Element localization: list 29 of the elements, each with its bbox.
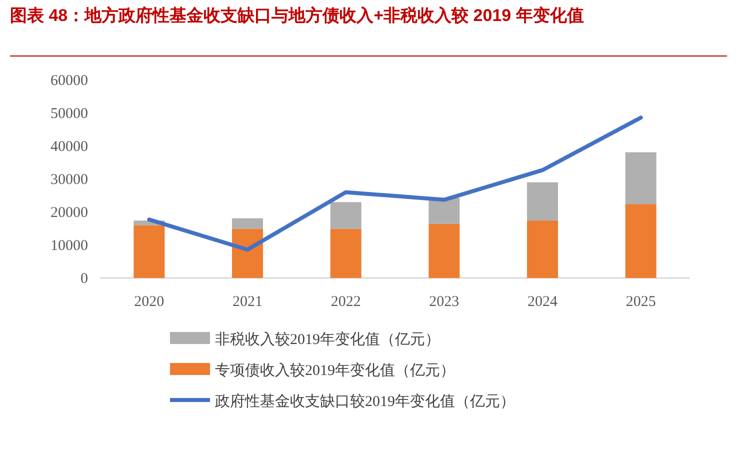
x-tick-label: 2024 bbox=[528, 294, 558, 310]
y-tick-label: 10000 bbox=[50, 238, 88, 254]
bar bbox=[232, 228, 263, 278]
y-tick-label: 30000 bbox=[50, 172, 88, 188]
bar bbox=[625, 204, 656, 278]
x-tick-label: 2020 bbox=[134, 294, 164, 310]
bar bbox=[527, 220, 558, 278]
y-tick-label: 40000 bbox=[50, 139, 88, 155]
y-tick-label: 60000 bbox=[50, 73, 88, 89]
x-tick-label: 2021 bbox=[232, 294, 262, 310]
chart-title: 图表 48：地方政府性基金收支缺口与地方债收入+非税收入较 2019 年变化值 bbox=[10, 5, 585, 27]
y-tick-label: 0 bbox=[80, 271, 88, 287]
bar bbox=[330, 202, 362, 229]
legend-label: 非税收入较2019年变化值（亿元） bbox=[215, 331, 440, 348]
bar bbox=[428, 198, 460, 224]
x-tick-label: 2025 bbox=[626, 294, 656, 310]
bar bbox=[527, 182, 558, 221]
legend-label: 专项债收入较2019年变化值（亿元） bbox=[215, 362, 455, 379]
line-series bbox=[147, 116, 643, 252]
bar bbox=[428, 224, 460, 278]
x-tick-label: 2023 bbox=[429, 294, 460, 310]
bar bbox=[232, 218, 263, 229]
x-tick-label: 2022 bbox=[330, 294, 361, 310]
legend-label: 政府性基金收支缺口较2019年变化值（亿元） bbox=[215, 393, 515, 410]
bar bbox=[330, 228, 362, 278]
bar bbox=[625, 152, 656, 204]
y-tick-label: 50000 bbox=[50, 106, 88, 122]
bar bbox=[134, 225, 165, 278]
y-tick-label: 20000 bbox=[50, 205, 88, 221]
